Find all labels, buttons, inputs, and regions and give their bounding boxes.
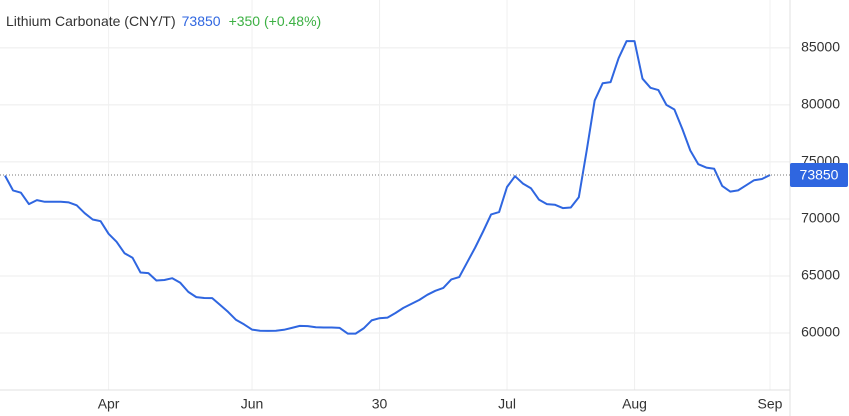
x-tick-label: Jul bbox=[498, 396, 516, 412]
change: +350 (+0.48%) bbox=[229, 13, 322, 29]
x-tick-label: 30 bbox=[372, 396, 388, 412]
x-tick-label: Sep bbox=[758, 396, 783, 412]
x-tick-label: Aug bbox=[622, 396, 647, 412]
last-value: 73850 bbox=[182, 13, 221, 29]
y-tick-label: 70000 bbox=[801, 210, 840, 226]
price-line bbox=[4, 40, 771, 335]
x-tick-label: Jun bbox=[241, 396, 264, 412]
y-tick-label: 85000 bbox=[801, 39, 840, 55]
chart-title: Lithium Carbonate (CNY/T) bbox=[6, 13, 176, 29]
y-tick-label: 60000 bbox=[801, 324, 840, 340]
y-tick-label: 65000 bbox=[801, 267, 840, 283]
chart-header: Lithium Carbonate (CNY/T) 73850 +350 (+0.4… bbox=[6, 13, 321, 29]
grid bbox=[0, 0, 790, 390]
last-value-box bbox=[790, 163, 848, 188]
y-tick-label: 80000 bbox=[801, 96, 840, 112]
x-tick-label: Apr bbox=[98, 396, 120, 412]
last-value-label: 73850 bbox=[800, 167, 839, 183]
